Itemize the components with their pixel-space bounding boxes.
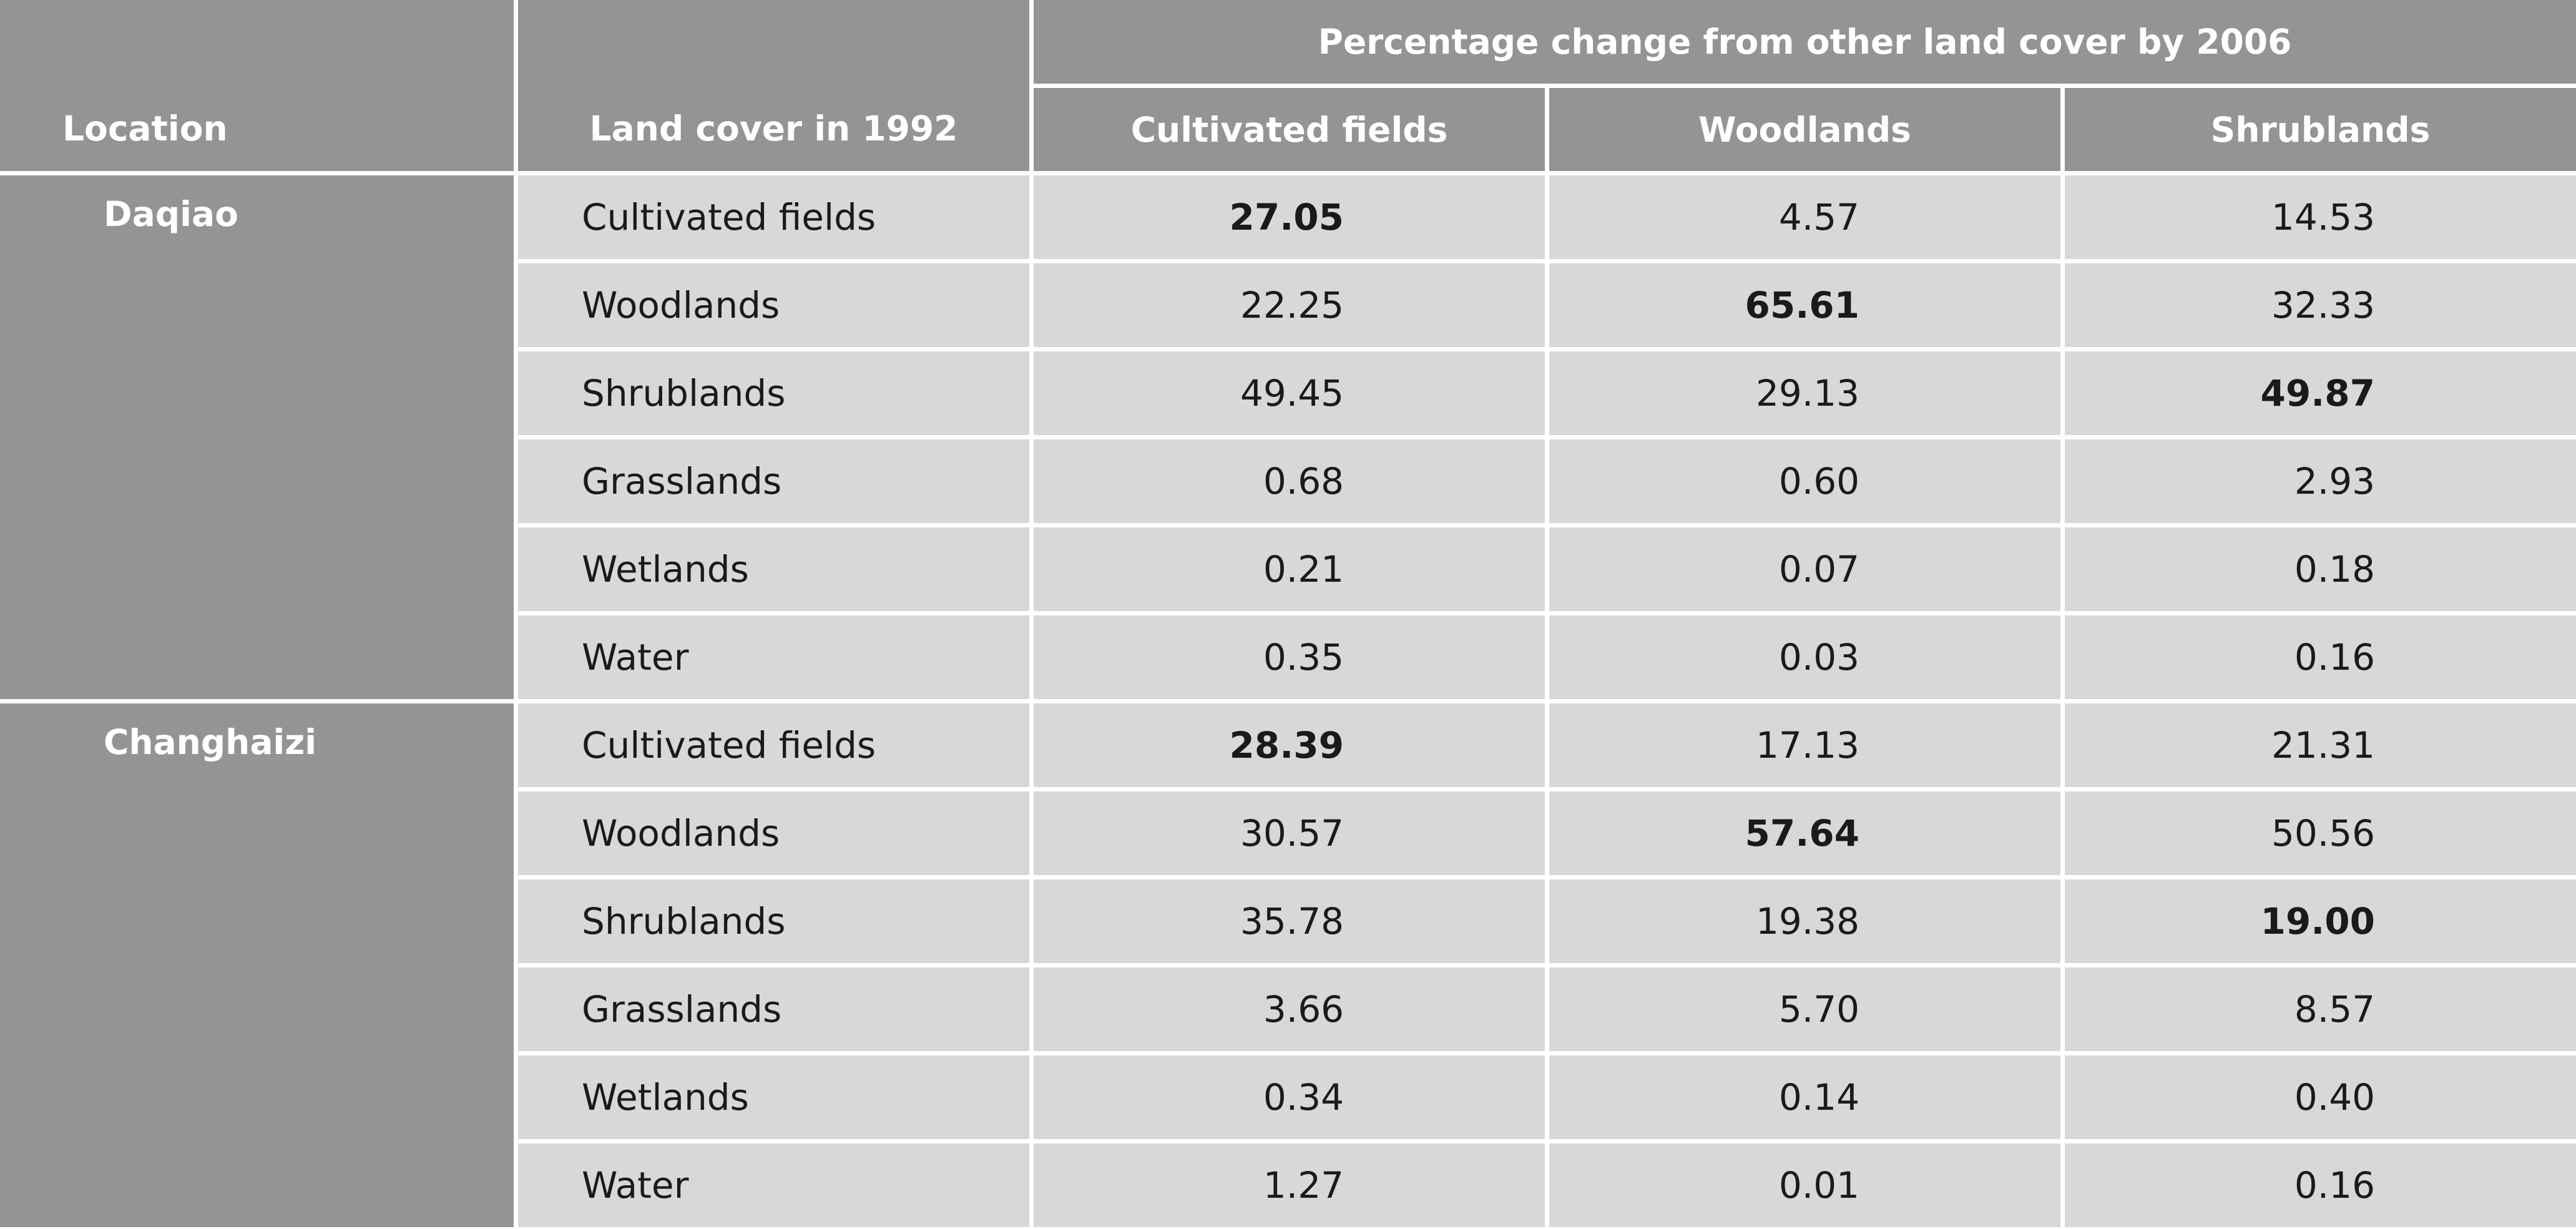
value-cell: 0.16	[2060, 1139, 2576, 1227]
value-cell: 27.05	[1029, 171, 1545, 259]
value-cell: 49.87	[2060, 347, 2576, 435]
column-header-woodlands: Woodlands	[1545, 84, 2060, 171]
value-cell: 21.31	[2060, 699, 2576, 787]
land-cover-1992-cell: Wetlands	[514, 523, 1029, 611]
value-cell: 0.14	[1545, 1051, 2060, 1139]
value-cell: 0.60	[1545, 435, 2060, 523]
column-header-cultivated-fields: Cultivated fields	[1029, 84, 1545, 171]
location-header: Location	[0, 0, 514, 171]
value-cell: 0.18	[2060, 523, 2576, 611]
value-cell: 3.66	[1029, 963, 1545, 1051]
column-header-shrublands: Shrublands	[2060, 84, 2576, 171]
value-cell: 22.25	[1029, 259, 1545, 347]
location-cell: Daqiao	[0, 171, 514, 699]
value-cell: 30.57	[1029, 787, 1545, 875]
value-cell: 29.13	[1545, 347, 2060, 435]
land-cover-1992-cell: Shrublands	[514, 875, 1029, 963]
land-cover-1992-cell: Woodlands	[514, 787, 1029, 875]
value-cell: 65.61	[1545, 259, 2060, 347]
land-cover-1992-cell: Cultivated fields	[514, 171, 1029, 259]
value-cell: 2.93	[2060, 435, 2576, 523]
land-cover-1992-cell: Water	[514, 611, 1029, 699]
value-cell: 17.13	[1545, 699, 2060, 787]
value-cell: 4.57	[1545, 171, 2060, 259]
value-cell: 0.16	[2060, 611, 2576, 699]
value-cell: 1.27	[1029, 1139, 1545, 1227]
land-cover-1992-header: Land cover in 1992	[514, 0, 1029, 171]
value-cell: 32.33	[2060, 259, 2576, 347]
land-cover-1992-cell: Cultivated fields	[514, 699, 1029, 787]
value-cell: 14.53	[2060, 171, 2576, 259]
value-cell: 0.03	[1545, 611, 2060, 699]
location-cell: Changhaizi	[0, 699, 514, 1227]
value-cell: 0.07	[1545, 523, 2060, 611]
value-cell: 0.21	[1029, 523, 1545, 611]
value-cell: 57.64	[1545, 787, 2060, 875]
land-cover-1992-cell: Water	[514, 1139, 1029, 1227]
value-cell: 19.00	[2060, 875, 2576, 963]
value-cell: 19.38	[1545, 875, 2060, 963]
value-cell: 0.01	[1545, 1139, 2060, 1227]
group-header: Percentage change from other land cover …	[1029, 0, 2576, 84]
value-cell: 0.34	[1029, 1051, 1545, 1139]
land-cover-1992-cell: Shrublands	[514, 347, 1029, 435]
value-cell: 35.78	[1029, 875, 1545, 963]
value-cell: 8.57	[2060, 963, 2576, 1051]
value-cell: 0.40	[2060, 1051, 2576, 1139]
value-cell: 50.56	[2060, 787, 2576, 875]
land-cover-1992-cell: Grasslands	[514, 963, 1029, 1051]
value-cell: 5.70	[1545, 963, 2060, 1051]
value-cell: 28.39	[1029, 699, 1545, 787]
value-cell: 0.35	[1029, 611, 1545, 699]
value-cell: 0.68	[1029, 435, 1545, 523]
land-cover-1992-cell: Grasslands	[514, 435, 1029, 523]
value-cell: 49.45	[1029, 347, 1545, 435]
land-cover-1992-cell: Wetlands	[514, 1051, 1029, 1139]
land-cover-1992-cell: Woodlands	[514, 259, 1029, 347]
